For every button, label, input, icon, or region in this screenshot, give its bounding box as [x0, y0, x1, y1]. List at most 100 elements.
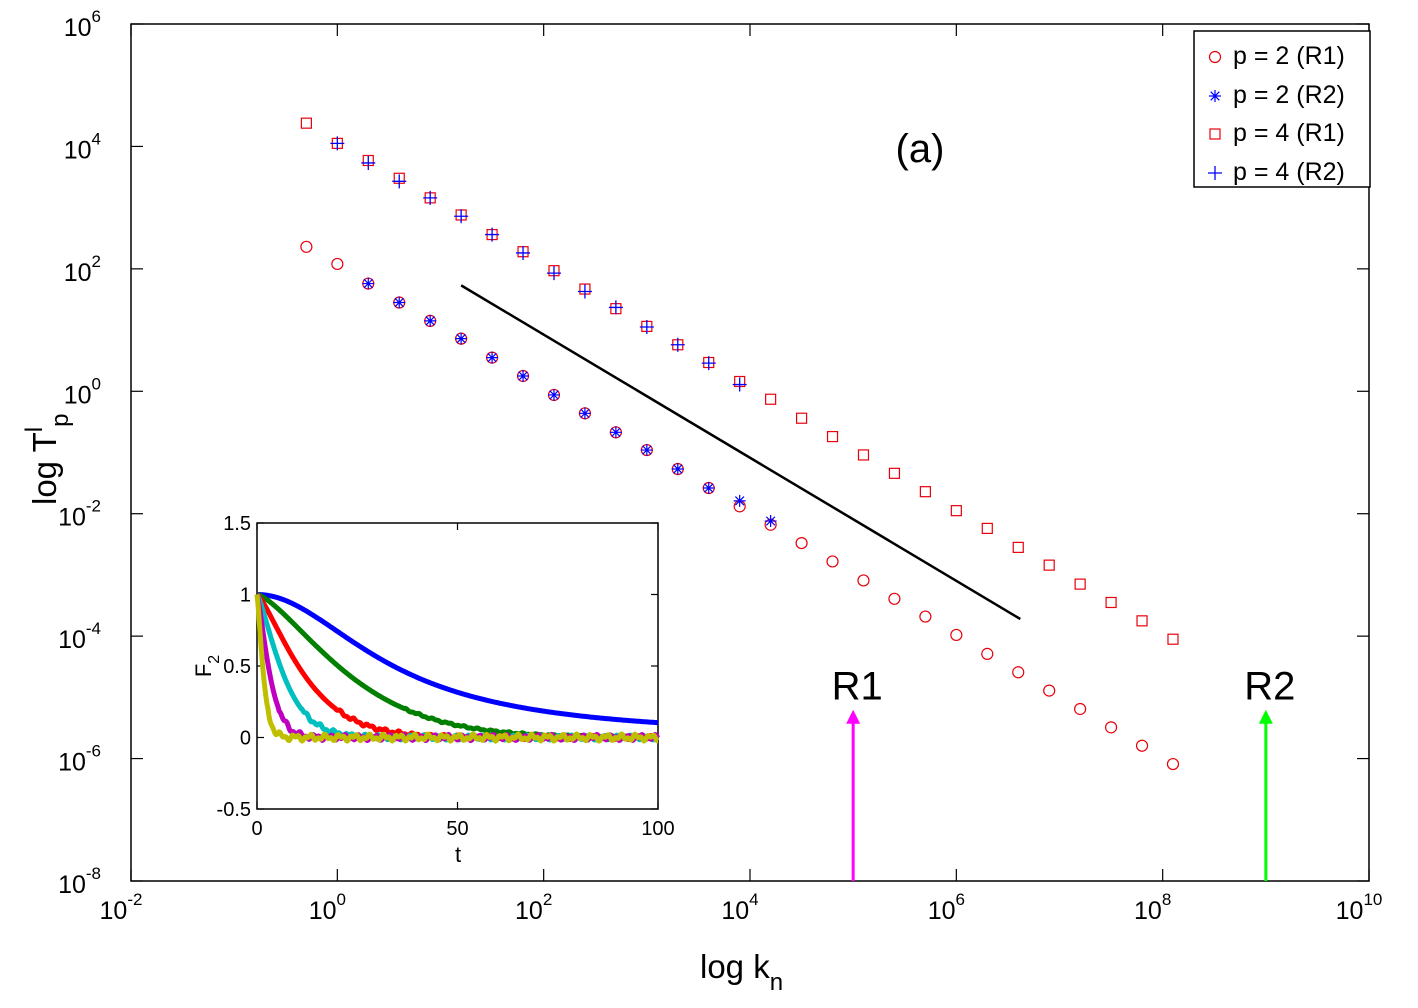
data-point [639, 320, 654, 335]
series-p-2-r2- [362, 277, 777, 528]
data-point [455, 332, 468, 345]
y-tick-label: 106 [64, 7, 101, 42]
data-point [732, 377, 747, 392]
data-point [423, 190, 438, 205]
inset-x-label: t [455, 842, 461, 867]
x-tick-label: 106 [928, 890, 965, 925]
data-point [764, 515, 777, 528]
inset-y-label: F2 [191, 655, 223, 677]
x-tick-label: 104 [721, 890, 758, 925]
data-point [795, 412, 808, 424]
y-tick-label: 10-8 [58, 864, 101, 899]
region-arrow-head [846, 709, 861, 724]
x-tick-label: 1010 [1336, 890, 1383, 925]
data-point [795, 536, 808, 550]
y-tick-label: 10-6 [58, 742, 101, 777]
data-point [826, 430, 839, 443]
legend-markers [1208, 50, 1222, 180]
legend-label: p = 2 (R1) [1233, 42, 1345, 70]
inset-x-tick-label: 50 [446, 818, 468, 840]
reference-slope-line [460, 284, 1021, 621]
x-tick-label: 102 [515, 890, 552, 925]
data-point [546, 266, 561, 281]
data-point [517, 369, 530, 382]
data-point [765, 393, 777, 405]
legend-box [1193, 30, 1371, 188]
legend-label: p = 2 (R2) [1233, 81, 1345, 109]
data-point [1136, 615, 1148, 627]
data-point [516, 245, 531, 260]
inset-series-group [254, 592, 661, 744]
region-label: R1 [832, 665, 883, 709]
data-point [362, 277, 375, 290]
region-arrows: R1 R2 [832, 665, 1295, 881]
data-point [1043, 559, 1055, 571]
data-point [608, 300, 623, 315]
data-point [1166, 757, 1180, 771]
data-point [640, 444, 653, 457]
inset-frame [256, 522, 659, 810]
data-point [454, 209, 469, 224]
data-point [981, 522, 993, 535]
data-point [1135, 739, 1149, 752]
series-p-4-r2- [330, 136, 747, 392]
x-axis-label: log kn [700, 948, 783, 996]
data-point [300, 240, 313, 253]
inset-curve-olive [254, 594, 660, 744]
inset-axis-ticks: 0 50 100-0.500.511.5 [217, 513, 675, 840]
main-series-group [300, 117, 1180, 771]
data-point [1167, 633, 1179, 645]
y-tick-label: 104 [64, 129, 101, 164]
data-point [670, 337, 685, 352]
panel-label: (a) [896, 127, 945, 171]
data-point [486, 351, 499, 364]
data-point [300, 117, 312, 129]
legend-marker [1209, 128, 1221, 140]
data-point [733, 494, 746, 507]
inset-y-tick-label: 0 [240, 728, 251, 750]
data-point [361, 155, 376, 170]
y-tick-label: 100 [64, 374, 101, 409]
inset-y-tick-label: 1.5 [223, 513, 251, 535]
x-tick-label: 108 [1134, 890, 1171, 925]
y-tick-label: 102 [64, 252, 101, 287]
data-point [578, 407, 591, 420]
x-tick-label: 100 [309, 890, 346, 925]
inset-y-tick-label: 0.5 [223, 656, 251, 678]
region-arrow-head [1258, 709, 1273, 724]
reference-line [460, 284, 1021, 621]
data-point [1043, 684, 1056, 697]
data-point [1012, 541, 1024, 553]
legend-marker [1209, 90, 1221, 102]
data-point [950, 628, 963, 642]
data-point [331, 257, 344, 271]
data-point [857, 449, 870, 461]
region-label: R2 [1244, 665, 1295, 709]
data-point [1104, 721, 1118, 734]
x-tick-label: 10-2 [100, 890, 143, 925]
y-tick-label: 10-2 [58, 497, 101, 532]
y-tick-label: 10-4 [58, 619, 101, 654]
data-point [1012, 666, 1025, 679]
data-point [857, 574, 870, 587]
data-point [424, 314, 437, 327]
inset-x-tick-label: 100 [641, 818, 674, 840]
data-point [919, 486, 931, 498]
data-point [547, 388, 560, 401]
inset-y-tick-label: 1 [240, 585, 251, 607]
legend-label: p = 4 (R2) [1233, 158, 1345, 186]
data-point [671, 463, 684, 476]
data-point [919, 610, 932, 623]
inset-curve-blue [255, 592, 660, 726]
data-point [826, 555, 839, 568]
legend-marker [1208, 50, 1222, 64]
inset-x-tick-label: 0 [251, 818, 262, 840]
data-point [981, 647, 994, 660]
data-point [888, 592, 901, 605]
inset-y-tick-label: -0.5 [217, 799, 251, 821]
data-point [609, 426, 622, 439]
data-point [702, 482, 715, 495]
data-point [393, 296, 406, 309]
inset-chart: 0 50 100-0.500.511.5 t F2 [191, 513, 675, 867]
